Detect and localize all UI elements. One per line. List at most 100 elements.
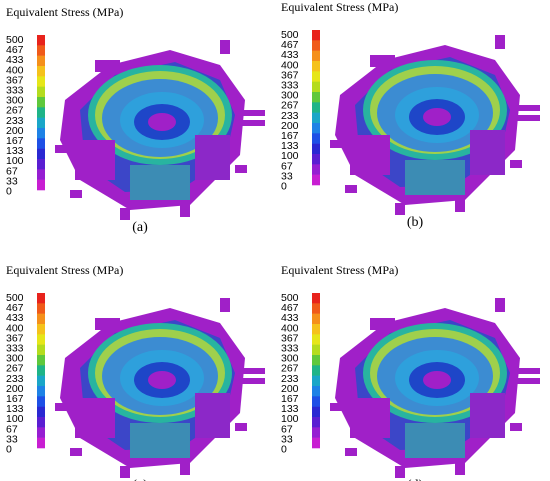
colorbar-segment bbox=[37, 45, 45, 56]
legend-label: 67 bbox=[281, 423, 293, 435]
colorbar-segment bbox=[37, 313, 45, 325]
colorbar-segment bbox=[37, 86, 45, 98]
colorbar-segment bbox=[37, 427, 45, 438]
legend-label: 33 bbox=[281, 170, 293, 182]
legend-label: 167 bbox=[6, 135, 24, 147]
legend-label: 333 bbox=[6, 85, 24, 97]
panel: Equivalent Stress (MPa)50046743340036733… bbox=[6, 5, 265, 235]
stress-model bbox=[55, 298, 265, 478]
legend-label: 500 bbox=[281, 292, 299, 304]
colorbar-segment bbox=[312, 133, 320, 144]
legend-label: 467 bbox=[6, 44, 24, 56]
legend-label: 500 bbox=[281, 29, 299, 41]
colorbar-segment bbox=[312, 164, 320, 175]
legend-label: 300 bbox=[6, 95, 24, 107]
legend-label: 333 bbox=[281, 343, 299, 355]
legend-label: 0 bbox=[6, 444, 12, 456]
colorbar-segment bbox=[312, 71, 320, 82]
colorbar-segment bbox=[312, 396, 320, 407]
legend-label: 167 bbox=[281, 393, 299, 405]
legend-label: 433 bbox=[281, 312, 299, 324]
legend-label: 500 bbox=[6, 34, 24, 46]
legend-label: 0 bbox=[6, 186, 12, 198]
legend-label: 100 bbox=[6, 413, 24, 425]
panel: Equivalent Stress (MPa)50046743340036733… bbox=[281, 0, 540, 230]
legend-label: 333 bbox=[6, 343, 24, 355]
colorbar-segment bbox=[37, 303, 45, 314]
colorbar-segment bbox=[312, 334, 320, 345]
stress-model bbox=[55, 40, 265, 220]
colorbar-segment bbox=[312, 174, 320, 186]
legend-label: 267 bbox=[6, 105, 24, 117]
colorbar-segment bbox=[37, 128, 45, 139]
legend-label: 167 bbox=[6, 393, 24, 405]
legend-label: 133 bbox=[281, 140, 299, 152]
colorbar-segment bbox=[37, 148, 45, 160]
colorbar-segment bbox=[312, 50, 320, 62]
legend-label: 133 bbox=[281, 403, 299, 415]
colorbar-segment bbox=[312, 355, 320, 366]
legend-label: 67 bbox=[6, 423, 18, 435]
legend-label: 133 bbox=[6, 403, 24, 415]
colorbar-segment bbox=[312, 123, 320, 134]
colorbar-segment bbox=[312, 375, 320, 387]
legend-label: 300 bbox=[281, 353, 299, 365]
legend-label: 333 bbox=[281, 80, 299, 92]
legend-label: 233 bbox=[281, 373, 299, 385]
legend-label: 367 bbox=[6, 74, 24, 86]
legend-label: 100 bbox=[6, 155, 24, 167]
colorbar-segment bbox=[37, 55, 45, 67]
colorbar-segment bbox=[312, 313, 320, 325]
panel-title: Equivalent Stress (MPa) bbox=[281, 263, 398, 277]
colorbar-segment bbox=[37, 66, 45, 77]
colorbar-segment bbox=[312, 365, 320, 376]
colorbar-segment bbox=[37, 293, 45, 304]
legend-label: 133 bbox=[6, 145, 24, 157]
colorbar-segment bbox=[37, 324, 45, 335]
colorbar-segment bbox=[312, 437, 320, 449]
colorbar-segment bbox=[37, 437, 45, 449]
colorbar-segment bbox=[37, 159, 45, 170]
legend-label: 367 bbox=[281, 69, 299, 81]
legend-label: 33 bbox=[6, 175, 18, 187]
colorbar-segment bbox=[312, 406, 320, 418]
panel-title: Equivalent Stress (MPa) bbox=[281, 0, 398, 14]
colorbar-segment bbox=[37, 375, 45, 387]
legend-label: 67 bbox=[6, 165, 18, 177]
legend-label: 267 bbox=[281, 100, 299, 112]
colorbar-segment bbox=[37, 386, 45, 397]
colorbar-segment bbox=[312, 102, 320, 113]
colorbar-segment bbox=[312, 92, 320, 103]
legend-label: 267 bbox=[281, 363, 299, 375]
colorbar-segment bbox=[37, 334, 45, 345]
colorbar-segment bbox=[37, 138, 45, 149]
panel: Equivalent Stress (MPa)50046743340036733… bbox=[281, 263, 540, 481]
legend-label: 467 bbox=[281, 302, 299, 314]
colorbar-segment bbox=[312, 293, 320, 304]
legend-label: 467 bbox=[6, 302, 24, 314]
colorbar-segment bbox=[312, 427, 320, 438]
colorbar-segment bbox=[37, 97, 45, 108]
colorbar-segment bbox=[37, 107, 45, 118]
panel-caption: (c) bbox=[132, 478, 148, 481]
colorbar-segment bbox=[312, 112, 320, 124]
legend-label: 433 bbox=[6, 54, 24, 66]
panel-title: Equivalent Stress (MPa) bbox=[6, 263, 123, 277]
legend-label: 0 bbox=[281, 444, 287, 456]
colorbar-segment bbox=[37, 179, 45, 191]
colorbar-segment bbox=[312, 61, 320, 72]
legend-label: 300 bbox=[6, 353, 24, 365]
panel-caption: (b) bbox=[407, 215, 424, 230]
colorbar-segment bbox=[37, 344, 45, 356]
colorbar-segment bbox=[312, 386, 320, 397]
legend-label: 0 bbox=[281, 181, 287, 193]
legend-label: 300 bbox=[281, 90, 299, 102]
legend-label: 100 bbox=[281, 413, 299, 425]
colorbar-segment bbox=[312, 40, 320, 51]
colorbar-segment bbox=[312, 324, 320, 335]
colorbar-segment bbox=[37, 396, 45, 407]
colorbar-segment bbox=[312, 154, 320, 165]
stress-model bbox=[330, 35, 540, 215]
